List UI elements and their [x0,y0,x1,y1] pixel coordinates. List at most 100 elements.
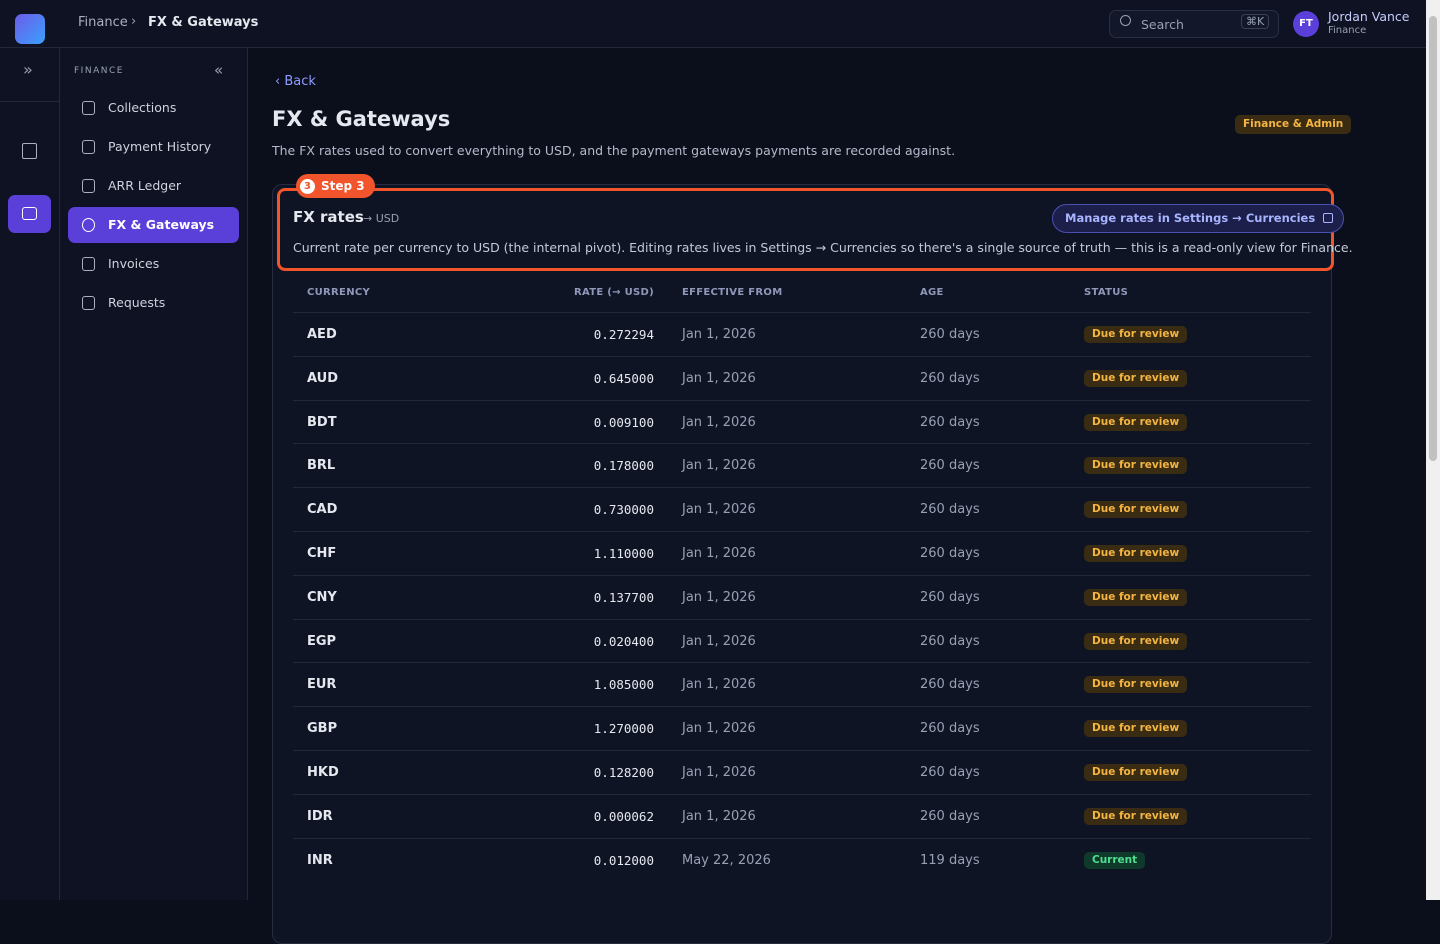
status-badge: Due for review [1084,501,1188,519]
expand-icon[interactable]: » [23,60,33,79]
currency-code: AUD [307,370,339,386]
currency-code: EGP [307,633,337,649]
nav-item[interactable]: Collections [68,90,239,126]
effective-date: Jan 1, 2026 [682,370,756,386]
age: 260 days [920,633,980,649]
divider [0,101,59,102]
rate: 1.085000 [593,677,654,693]
table-row[interactable]: CAD 0.730000 Jan 1, 2026 260 days Due for re… [293,487,1311,531]
age: 260 days [920,808,980,824]
table-row[interactable]: GBP 1.270000 Jan 1, 2026 260 days Due for re… [293,706,1311,750]
table-row[interactable]: EGP 0.020400 Jan 1, 2026 260 days Due for re… [293,618,1311,663]
page-description: The FX rates used to convert everything … [272,143,956,158]
column-header: CURRENCY [307,287,371,298]
age: 260 days [920,546,980,561]
nav-label: Requests [108,295,166,310]
rail-icon-active[interactable] [8,195,51,233]
user-name: Jordan Vance [1328,9,1410,24]
card-description: Current rate per currency to USD (the in… [293,240,1353,255]
table-row[interactable]: EUR 1.085000 Jan 1, 2026 260 days Due for re… [293,662,1311,706]
table-row[interactable]: BDT 0.009100 Jan 1, 2026 260 days Due for re… [293,399,1311,444]
nav-label: Invoices [108,256,160,271]
nav-icon [82,257,95,271]
collapse-icon[interactable]: « [214,61,224,79]
rate: 1.110000 [593,546,654,561]
breadcrumb-link[interactable]: Finance [78,15,128,30]
age: 260 days [920,502,980,518]
column-header: RATE (→ USD) [573,287,654,298]
currency-code: IDR [307,808,333,824]
age: 260 days [920,677,980,693]
rate: 0.020400 [593,633,654,649]
rail-icon-glyph [22,207,37,220]
sidebar: FINANCE « Collections Payment History ARR … [60,48,248,900]
currency-code: CHF [307,546,337,561]
table-row[interactable]: BRL 0.178000 Jan 1, 2026 260 days Due for re… [293,443,1311,487]
age: 119 days [920,852,980,868]
nav-item[interactable]: Requests [68,285,239,321]
age: 260 days [920,458,980,474]
nav-item[interactable]: Invoices [68,246,239,282]
scrollbar-thumb[interactable] [1429,16,1437,461]
rail-icon[interactable] [22,143,37,159]
age: 260 days [920,327,980,342]
nav-item[interactable]: ARR Ledger [68,168,239,204]
avatar[interactable]: FT [1293,11,1319,37]
card-pivot: → USD [363,212,400,225]
card-title: FX rates [293,208,364,226]
nav-icon [82,101,95,115]
age: 260 days [920,414,980,430]
back-text: Back [284,74,316,89]
column-header: AGE [920,287,944,298]
nav-item[interactable]: FX & Gateways [68,207,239,243]
nav-icon [82,218,95,232]
search-box[interactable]: Search ⌘K [1109,10,1279,38]
rate: 0.000062 [593,808,654,824]
status-badge: Due for review [1084,545,1188,562]
rate: 0.012000 [593,852,654,868]
nav-label: ARR Ledger [108,178,182,193]
role-badge: Finance & Admin [1235,115,1352,134]
effective-date: Jan 1, 2026 [682,721,756,737]
effective-date: Jan 1, 2026 [682,458,756,474]
currency-code: CNY [307,589,337,605]
user-role: Finance [1328,25,1367,36]
status-badge: Due for review [1084,588,1188,606]
table-row[interactable]: AED 0.272294 Jan 1, 2026 260 days Due for re… [293,312,1311,356]
effective-date: Jan 1, 2026 [682,677,756,693]
search-placeholder: Search [1141,17,1184,32]
table-row[interactable]: INR 0.012000 May 22, 2026 119 days Current [293,837,1311,882]
back-link[interactable]: ‹ Back [275,74,316,89]
nav-icon [82,296,95,310]
column-header: STATUS [1084,287,1129,298]
table-row[interactable]: AUD 0.645000 Jan 1, 2026 260 days Due for re… [293,355,1311,400]
currency-code: BRL [307,458,336,474]
currency-code: AED [307,327,337,342]
status-badge: Due for review [1084,326,1188,343]
effective-date: Jan 1, 2026 [682,414,756,430]
table-row[interactable]: HKD 0.128200 Jan 1, 2026 260 days Due for re… [293,750,1311,794]
nav-item[interactable]: Payment History [68,129,239,165]
nav-label: Collections [108,100,177,115]
table-row[interactable]: IDR 0.000062 Jan 1, 2026 260 days Due for re… [293,793,1311,838]
age: 260 days [920,589,980,605]
effective-date: Jan 1, 2026 [682,502,756,518]
shortcut: ⌘K [1241,14,1270,29]
age: 260 days [920,370,980,386]
table-row[interactable]: CNY 0.137700 Jan 1, 2026 260 days Due for re… [293,574,1311,619]
nav-label: Payment History [108,139,212,154]
step-number: 3 [300,178,315,194]
currency-code: CAD [307,502,338,518]
status-badge: Due for review [1084,457,1188,475]
status-badge: Due for review [1084,632,1188,650]
manage-rates-button[interactable]: Manage rates in Settings → Currencies [1052,204,1345,233]
step-label: Step 3 [321,179,365,193]
table-row[interactable]: CHF 1.110000 Jan 1, 2026 260 days Due for re… [293,531,1311,575]
external-icon [1323,213,1334,223]
top-bar: Finance › FX & Gateways Search ⌘K FT Jor… [0,0,1426,48]
logo[interactable] [15,14,45,44]
effective-date: Jan 1, 2026 [682,589,756,605]
status-badge: Due for review [1084,413,1188,431]
currency-code: INR [307,852,333,868]
